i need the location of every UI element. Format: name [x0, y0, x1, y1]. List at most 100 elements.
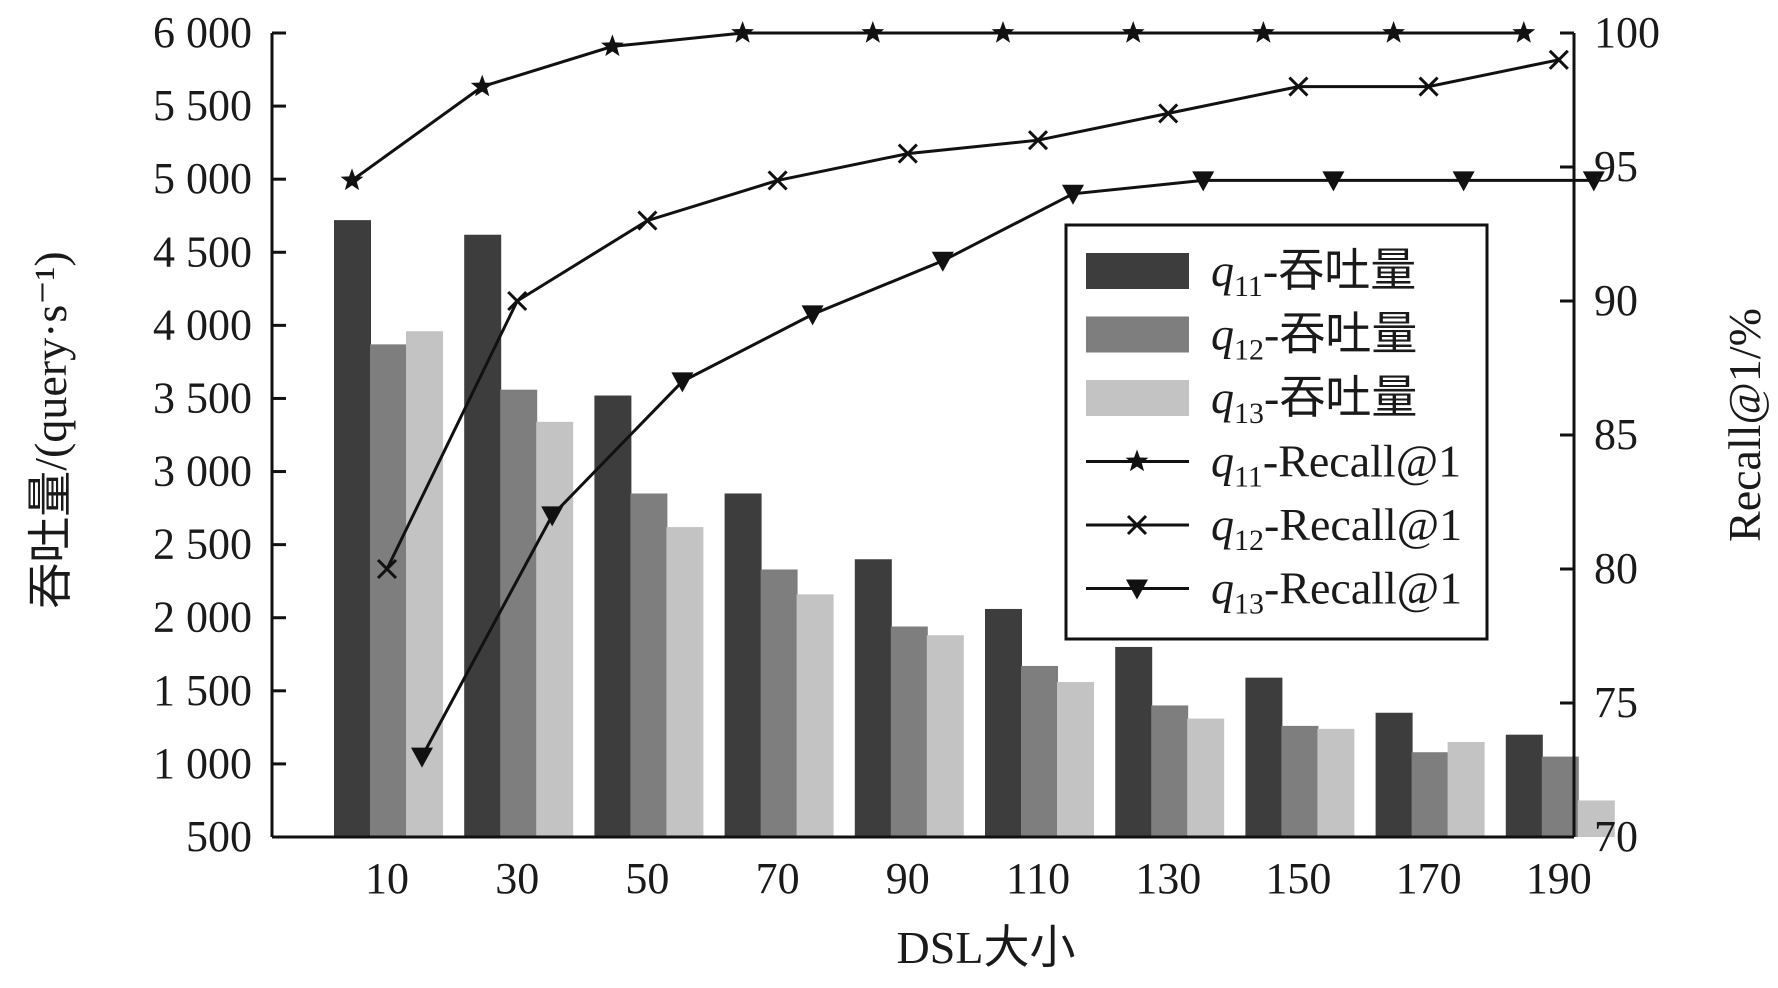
marker-q13-Recall@1-130	[1192, 171, 1215, 192]
legend-label-q13-吞吐量: q13-吞吐量	[1211, 372, 1417, 430]
bar-q13-吞吐量-110	[1057, 682, 1094, 837]
marker-q13-Recall@1-170	[1452, 171, 1475, 192]
legend-swatch-q13-吞吐量	[1086, 380, 1189, 416]
marker-q11-Recall@1-30	[470, 74, 494, 97]
y-left-tick-label: 6 000	[153, 8, 252, 57]
marker-q11-Recall@1-10	[340, 168, 364, 191]
bars-layer	[334, 220, 1615, 838]
bar-q12-吞吐量-70	[760, 569, 798, 837]
bar-q13-吞吐量-90	[926, 635, 964, 837]
x-tick-label: 190	[1526, 854, 1592, 903]
y-right-tick-label: 85	[1594, 410, 1638, 459]
marker-q11-Recall@1-170	[1382, 21, 1405, 43]
x-tick-label: 50	[625, 854, 669, 903]
y-right-tick-label: 80	[1594, 544, 1638, 593]
y-left-tick-label: 3 000	[153, 447, 252, 496]
marker-q12-Recall@1-150	[1288, 76, 1309, 97]
marker-q13-Recall@1-110	[1062, 184, 1084, 205]
legend-swatch-q11-吞吐量	[1086, 253, 1189, 289]
marker-q12-Recall@1-170	[1418, 76, 1439, 97]
bar-q12-吞吐量-110	[1021, 665, 1058, 837]
y-left-tick-label: 3 500	[153, 373, 252, 422]
legend-marker-q12-Recall@1	[1126, 514, 1148, 536]
marker-q11-Recall@1-150	[1252, 21, 1275, 43]
bar-q11-吞吐量-70	[724, 493, 762, 837]
marker-q12-Recall@1-130	[1158, 103, 1179, 124]
x-tick-label: 10	[365, 854, 409, 903]
legend-box	[1064, 223, 1489, 641]
legend-label-q11-吞吐量: q11-吞吐量	[1211, 245, 1416, 303]
marker-q12-Recall@1-70	[767, 170, 788, 191]
x-tick-label: 130	[1135, 854, 1201, 903]
marker-q13-Recall@1-190	[1582, 171, 1605, 192]
y-left-tick-label: 5 000	[153, 154, 252, 203]
marker-q12-Recall@1-90	[897, 143, 918, 164]
marker-q13-Recall@1-10	[411, 747, 433, 768]
marker-q11-Recall@1-130	[1121, 21, 1145, 43]
y-left-tick-label: 4 000	[153, 300, 252, 349]
bar-q12-吞吐量-10	[370, 344, 407, 837]
bar-q11-吞吐量-30	[464, 234, 502, 838]
y-right-tick-label: 75	[1594, 678, 1638, 727]
y-right-tick-label: 70	[1594, 812, 1638, 861]
bar-q13-吞吐量-150	[1317, 728, 1355, 837]
line-q11-Recall@1	[351, 31, 1524, 182]
bar-q13-吞吐量-30	[536, 421, 574, 837]
marker-q12-Recall@1-30	[507, 290, 528, 312]
marker-q12-Recall@1-50	[637, 210, 658, 231]
y-left-tick-label: 4 500	[153, 227, 252, 276]
y-left-tick-label: 5 500	[153, 81, 252, 130]
bar-q13-吞吐量-190	[1577, 800, 1615, 837]
bar-q12-吞吐量-150	[1281, 725, 1319, 837]
y-left-tick-label: 2 000	[153, 593, 252, 642]
legend-label-q11-Recall@1: q11-Recall@1	[1211, 436, 1461, 494]
x-tick-label: 30	[495, 854, 539, 903]
y-right-tick-label: 95	[1594, 142, 1638, 191]
bar-q13-吞吐量-130	[1187, 718, 1225, 837]
marker-q13-Recall@1-150	[1322, 171, 1345, 192]
y-left-tick-label: 1 000	[153, 739, 252, 788]
marker-q11-Recall@1-70	[731, 21, 754, 43]
bar-q13-吞吐量-50	[666, 527, 704, 837]
legend-marker-q11-Recall@1	[1125, 449, 1149, 472]
bar-q12-吞吐量-130	[1151, 705, 1189, 837]
y-left-tick-label: 2 500	[153, 520, 252, 569]
bar-q11-吞吐量-130	[1115, 646, 1153, 837]
marker-q13-Recall@1-90	[931, 251, 954, 272]
marker-q13-Recall@1-50	[671, 372, 694, 393]
bar-q11-吞吐量-170	[1375, 712, 1413, 837]
marker-q12-Recall@1-10	[376, 558, 398, 580]
marker-q11-Recall@1-90	[861, 21, 885, 43]
bar-q12-吞吐量-30	[500, 389, 538, 837]
x-tick-label: 90	[886, 854, 930, 903]
legend-label-q12-吞吐量: q12-吞吐量	[1211, 309, 1417, 367]
bar-q13-吞吐量-70	[796, 594, 834, 837]
lines-layer	[340, 21, 1605, 768]
axes-layer: 500 1 000 1 500 2 000 2 500 3 000 3 500 4 000 4 …	[153, 8, 1660, 903]
y-right-tick-label: 90	[1594, 276, 1638, 325]
marker-q12-Recall@1-190	[1548, 49, 1569, 70]
line-q12-Recall@1	[385, 58, 1560, 570]
bar-q13-吞吐量-170	[1447, 741, 1485, 837]
y-axis-left-title: 吞吐量/(query·s⁻¹)	[25, 251, 76, 608]
x-tick-label: 70	[756, 854, 800, 903]
y-left-tick-label: 1 500	[153, 666, 252, 715]
marker-q13-Recall@1-30	[541, 506, 564, 527]
legend-label-q13-Recall@1: q13-Recall@1	[1211, 563, 1462, 621]
bar-q12-吞吐量-90	[890, 626, 928, 837]
bar-q11-吞吐量-50	[594, 395, 632, 837]
marker-q11-Recall@1-50	[601, 34, 624, 57]
line-q13-Recall@1	[420, 178, 1594, 758]
bar-q11-吞吐量-150	[1245, 677, 1283, 837]
marker-q12-Recall@1-110	[1027, 130, 1049, 151]
bar-q11-吞吐量-110	[985, 608, 1022, 837]
x-tick-label: 150	[1265, 854, 1331, 903]
legend-swatch-q12-吞吐量	[1086, 316, 1189, 353]
x-tick-label: 110	[1006, 854, 1070, 903]
y-left-tick-label: 500	[186, 812, 252, 861]
marker-q11-Recall@1-110	[991, 21, 1015, 43]
marker-q13-Recall@1-70	[801, 305, 824, 326]
bar-q12-吞吐量-170	[1411, 752, 1449, 837]
y-axis-right-title: Recall@1/%	[1719, 308, 1770, 542]
